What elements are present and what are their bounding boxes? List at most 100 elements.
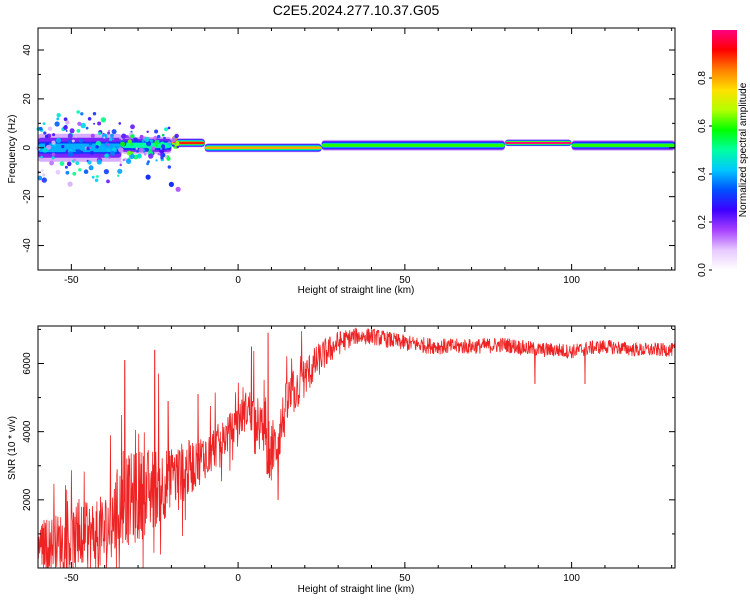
spectrogram-scatter-point <box>73 158 77 162</box>
spectrogram-scatter-point <box>139 134 144 139</box>
spectrogram-scatter-point <box>42 122 46 125</box>
snr-x-tick-label: 100 <box>563 573 580 584</box>
snr-frame <box>37 325 676 569</box>
spectrogram-scatter-point <box>146 141 152 147</box>
colorbar-tick-label: 0.2 <box>697 215 708 229</box>
spectrogram-scatter-point <box>147 160 150 164</box>
snr-y-tick-label: 6000 <box>22 352 33 375</box>
spectrogram-x-tick-label: -50 <box>64 275 79 286</box>
spectrogram-scatter-point <box>165 146 168 149</box>
spectrogram-scatter-point <box>167 142 172 147</box>
spectrogram-scatter-point <box>87 160 92 165</box>
spectrogram-scatter-point <box>43 131 47 135</box>
spectrogram-scatter-point <box>155 159 158 162</box>
spectrogram-scatter-point <box>148 153 154 159</box>
snr-x-ticks: -50 0 50 100 <box>37 326 673 584</box>
spectrogram-scatter-point <box>95 140 102 147</box>
spectrogram-scatter-point <box>69 128 75 134</box>
spectrogram-scatter-point <box>78 168 82 172</box>
spectrogram-scatter-point <box>64 165 68 169</box>
spectrogram-scatter-point <box>56 117 60 121</box>
spectrogram-scatter-point <box>72 171 77 176</box>
colorbar-ticks: 0.0 0.2 0.4 0.6 0.8 <box>697 71 712 277</box>
spectrogram-y-tick-label: 0 <box>22 145 33 151</box>
spectrogram-scatter-point <box>171 137 177 143</box>
spectrogram-scatter-point <box>51 156 55 160</box>
spectrogram-scatter-point <box>47 126 53 131</box>
spectrogram-scatter-point <box>88 146 91 149</box>
colorbar-gradient <box>712 30 737 270</box>
spectrogram-scatter-point <box>51 140 56 145</box>
spectrogram-scatter-point <box>59 161 65 166</box>
colorbar-tick-label: 0.4 <box>697 167 708 181</box>
spectrogram-y-tick-label: 20 <box>22 93 33 105</box>
spectrogram-scatter-point <box>49 160 54 166</box>
spectrogram-scatter-point <box>161 134 164 137</box>
spectrogram-scatter-point <box>92 112 97 116</box>
spectrogram-scatter-point <box>174 133 179 139</box>
spectrogram-x-ticks: -50 0 50 100 <box>37 28 673 286</box>
snr-y-axis-label: SNR (10 * v/v) <box>7 416 18 480</box>
spectrogram-scatter-point <box>54 121 60 127</box>
spectrogram-cell-5-6 <box>571 143 675 147</box>
spectrogram-scatter-point <box>87 117 92 121</box>
spectrogram-scatter-point <box>157 134 161 139</box>
spectrogram-scatter-point <box>45 144 52 150</box>
spectrogram-scatter-point <box>122 158 126 162</box>
spectrogram-cell-3-0 <box>38 143 122 153</box>
spectrogram-scatter-point <box>161 153 166 158</box>
snr-y-ticks: 2000 4000 6000 <box>22 328 675 535</box>
spectrogram-scatter-point <box>119 163 122 167</box>
spectrogram-scatter-point <box>127 139 132 144</box>
spectrogram-scatter-point <box>61 145 65 149</box>
spectrogram-scatter-point <box>146 130 149 133</box>
spectrogram-y-ticks: -40 -20 0 20 40 <box>22 44 675 271</box>
spectrogram-scatter-point <box>77 121 82 126</box>
spectrogram-scatter-point <box>67 133 73 139</box>
spectrogram-scatter-point <box>110 133 114 138</box>
spectrogram-scatter-point <box>109 143 114 149</box>
spectrogram-scatter-point <box>51 152 56 156</box>
spectrogram-scatter-point <box>136 153 142 159</box>
spectrogram-scatter-point <box>119 160 123 164</box>
snr-x-tick-label: 0 <box>235 573 241 584</box>
spectrogram-outlier-0 <box>145 174 151 180</box>
colorbar-label: Normalized spectral amplitude <box>738 82 749 217</box>
colorbar-tick-label: 0.6 <box>697 119 708 133</box>
spectrogram-scatter-point <box>156 139 160 143</box>
spectrogram-scatter-point <box>89 150 94 155</box>
spectrogram-scatter-point <box>67 181 73 187</box>
spectrogram-scatter-point <box>88 142 93 146</box>
spectrogram-scatter-point <box>121 133 127 139</box>
spectrogram-scatter-point <box>83 169 89 174</box>
spectrogram-scatter-point <box>110 151 115 156</box>
spectrogram-scatter-point <box>130 134 135 139</box>
spectrogram-scatter-point <box>103 169 109 175</box>
spectrogram-band-9 <box>504 142 572 144</box>
spectrogram-scatter-point <box>97 121 102 126</box>
colorbar: 0.0 0.2 0.4 0.6 0.8 Normalized spectral ampl… <box>697 30 749 277</box>
spectrogram-outlier-1 <box>168 181 174 187</box>
spectrogram-x-tick-label: 0 <box>235 275 241 286</box>
spectrogram-scatter-point <box>67 139 72 144</box>
spectrogram-scatter-point <box>135 147 138 150</box>
spectrogram-scatter-point <box>91 175 95 179</box>
spectrogram-scatter-point <box>75 161 80 166</box>
spectrogram-scatter-point <box>76 149 82 155</box>
spectrogram-outlier-2 <box>175 186 181 192</box>
spectrogram-scatter-point <box>79 138 83 143</box>
spectrogram-scatter-point <box>44 134 49 139</box>
spectrogram-scatter-point <box>63 125 68 130</box>
spectrogram-scatter-point <box>108 156 111 159</box>
spectrogram-scatter-point <box>65 120 70 125</box>
spectrogram-scatter-point <box>130 142 134 146</box>
spectrogram-scatter-point <box>100 117 107 123</box>
spectrogram-x-tick-label: 100 <box>563 275 580 286</box>
spectrogram-scatter-point <box>66 161 72 167</box>
spectrogram-scatter-point <box>163 136 166 140</box>
spectrogram-scatter-point <box>106 143 110 147</box>
spectrogram-y-tick-label: 40 <box>22 44 33 56</box>
spectrogram-scatter-point <box>172 144 175 147</box>
spectrogram-cell-5-4 <box>321 143 505 147</box>
